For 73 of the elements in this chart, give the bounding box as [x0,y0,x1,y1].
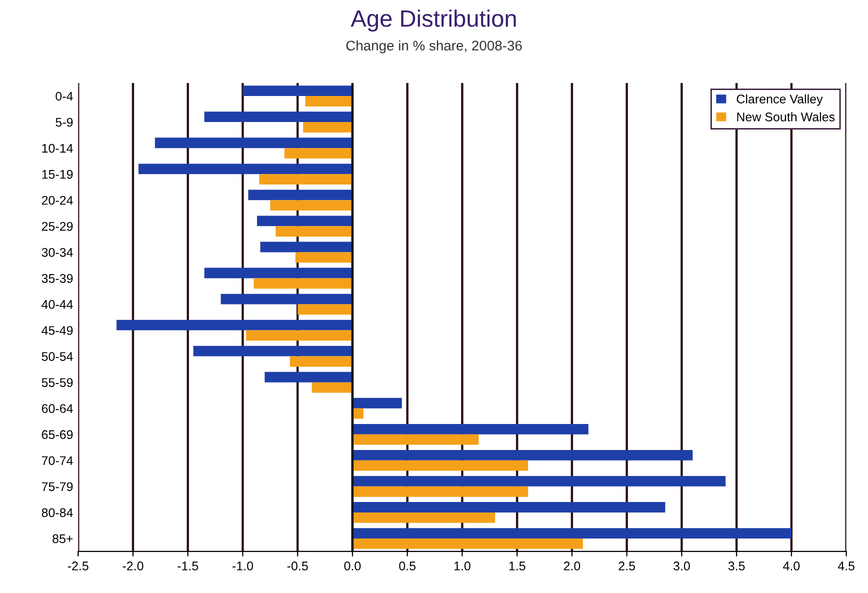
x-tick-label: 4.0 [783,562,800,570]
bar [352,408,364,419]
bar [352,424,588,434]
y-tick-label: 45-49 [42,326,73,335]
y-tick-label: 60-64 [42,404,73,413]
x-tick-label: 1.5 [509,562,526,570]
x-tick-label: -0.5 [287,562,308,570]
bar [138,164,352,174]
x-tick-label: 4.5 [838,562,854,570]
y-tick-label: 40-44 [42,300,73,309]
bar [352,460,528,471]
bar [298,304,352,315]
bar [352,450,693,460]
bar [204,112,352,122]
bar [352,486,528,497]
y-tick-label: 20-24 [42,196,73,205]
bar [246,330,352,341]
bar [260,242,352,252]
y-tick-label: 75-79 [42,482,73,492]
chart-subtitle: Change in % share, 2008-36 [346,40,522,54]
x-tick-label: 0.0 [344,562,361,570]
x-tick-label: 1.0 [454,562,470,570]
bar [290,356,352,367]
y-tick-label: 5-9 [56,118,73,127]
bar [352,528,792,538]
bar [154,138,352,148]
bar [193,346,352,356]
y-tick-label: 25-29 [42,222,73,231]
bar [352,476,726,486]
legend-label: Clarence Valley [736,94,823,106]
bar [352,398,402,408]
legend-label: New South Wales [737,112,835,122]
bar [254,278,352,289]
bar [303,122,352,132]
x-tick-label: 3.5 [728,562,745,570]
bar [204,268,352,278]
bar [220,294,352,304]
y-tick-label: 0-4 [56,92,73,101]
y-tick-label: 55-59 [42,378,73,387]
x-tick-label: 3.0 [673,562,690,570]
bar [305,96,352,106]
x-tick-label: -1.0 [232,562,254,570]
y-tick-label: 85+ [52,534,73,544]
bar [242,86,352,96]
bar [276,226,352,237]
x-tick-label: -1.5 [178,562,198,570]
bar [116,320,352,330]
y-tick-label: 35-39 [42,274,73,283]
y-tick-label: 80-84 [42,508,73,518]
y-tick-label: 10-14 [42,144,73,153]
y-tick-label: 70-74 [42,456,73,466]
bar [248,190,352,200]
y-tick-label: 30-34 [42,248,73,257]
bar [352,434,479,445]
bar [284,148,352,158]
y-tick-label: 50-54 [42,352,73,361]
x-tick-label: 0.5 [399,562,416,570]
bar [264,372,352,382]
chart-title: Age Distribution [350,10,516,32]
y-tick-label: 65-69 [42,430,73,440]
bar [352,538,583,549]
bar [352,502,666,512]
x-tick-label: -2.0 [122,562,144,570]
bar [259,174,352,185]
bar [270,200,352,211]
bar [312,382,352,393]
x-tick-label: 2.5 [618,562,635,570]
y-tick-label: 15-19 [42,170,73,179]
bar [295,252,352,263]
bar [352,512,496,523]
x-tick-label: 2.0 [564,562,580,570]
x-tick-label: -2.5 [68,562,88,570]
bar [256,216,352,226]
